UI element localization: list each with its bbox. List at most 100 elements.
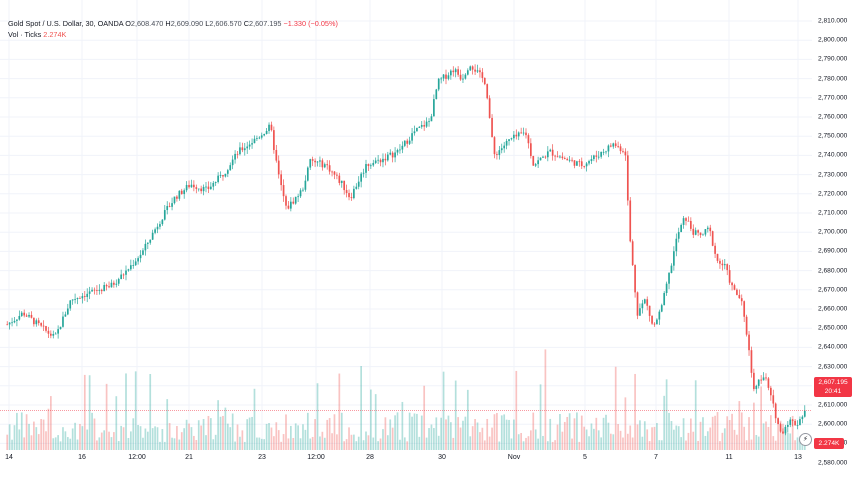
volume-bar [757,436,760,450]
candle-body [372,162,375,166]
volume-bar [391,427,394,450]
candle-body [687,220,690,222]
chart-frame[interactable]: Gold Spot / U.S. Dollar, 30, OANDA O2,60… [0,0,860,466]
candle-body [803,410,806,417]
volume-bar [214,434,217,450]
volume-bar [643,421,646,450]
candle-body [190,184,193,188]
candle-body [117,279,120,284]
volume-bar [702,417,704,450]
candle-body [193,184,195,188]
volume-bar [239,436,241,450]
volume-bar [71,428,74,450]
candle-body [236,153,239,155]
volume-bar [54,437,57,450]
time-tick-label: 13 [794,454,802,461]
candle-body [748,334,750,351]
candle-body [384,158,387,161]
candle-body [430,116,433,122]
candle-body [554,155,556,157]
candle-body [593,155,595,160]
volume-bar [251,416,253,450]
candle-body [685,218,687,221]
volume-bar [207,415,210,450]
candle-body [493,137,496,155]
volume-bar [319,436,321,450]
volume-bar [588,436,590,450]
volume-bar [464,416,467,450]
volume-bar [195,439,198,450]
candle-body [772,395,775,404]
candle-body [248,144,251,147]
volume-bar [42,419,45,450]
volume-bar [290,425,292,450]
volume-bar [384,417,387,450]
volume-bar [139,426,142,450]
candle-body [440,78,442,80]
candle-body [151,232,154,240]
candle-body [721,263,724,266]
time-tick-label: 23 [258,454,266,461]
candle-body [42,325,45,327]
time-axis[interactable]: 14 16 12:00 21 23 12:00 28 30 Nov 5 7 11 13 [0,450,812,466]
candle-body [57,329,59,334]
price-tick-label: 2,700.000 [818,228,848,236]
candle-body [280,174,282,186]
candle-body [125,270,127,275]
volume-bar [505,419,508,450]
lightning-icon[interactable]: ⚡ [799,433,812,446]
volume-bar [350,434,353,450]
candle-body [466,70,469,75]
legend-low: 2,606.570 [209,19,242,28]
candle-body [137,258,139,262]
volume-bar [590,423,593,450]
volume-bar [47,408,50,450]
candle-body [488,98,491,118]
candle-body [784,426,787,434]
candle-body [66,308,69,315]
candle-body [745,316,748,335]
price-tick-label: 2,720.000 [818,190,848,198]
volume-bar [166,399,169,450]
candle-body [328,165,331,172]
volume-bar [648,441,651,450]
candle-body [11,322,13,324]
volume-bar [122,427,125,450]
candle-body [619,146,622,152]
candle-body [469,66,472,71]
candle-body [110,282,113,288]
volume-bar [401,401,404,450]
legend-volume-label: Vol · Ticks [8,30,42,39]
candle-body [491,117,493,138]
candle-body [445,74,447,79]
candle-body [634,265,636,293]
chart-canvas[interactable] [0,0,812,450]
volume-bar [243,441,246,450]
candle-body [93,289,96,291]
candle-body [503,145,506,149]
volume-bar [23,437,26,450]
volume-bar [256,437,258,450]
volume-bar [777,417,779,450]
candle-body [50,333,52,336]
candle-body [253,138,256,144]
candle-body [96,290,98,292]
candle-body [268,124,270,131]
volume-bar [537,438,539,450]
volume-bar [733,429,736,450]
candle-body [377,159,379,161]
candle-body [275,149,278,161]
volume-bar [217,400,219,450]
volume-bar [394,415,396,450]
candle-body [753,372,755,390]
volume-bar [416,413,418,450]
volume-bar [508,419,510,450]
candle-body [549,149,552,152]
volume-bar [120,425,122,450]
candle-body [333,171,336,175]
volume-bar [188,423,190,450]
volume-bar [738,401,741,450]
candle-body [88,291,91,294]
candle-body [578,161,581,163]
candle-body [464,74,467,79]
